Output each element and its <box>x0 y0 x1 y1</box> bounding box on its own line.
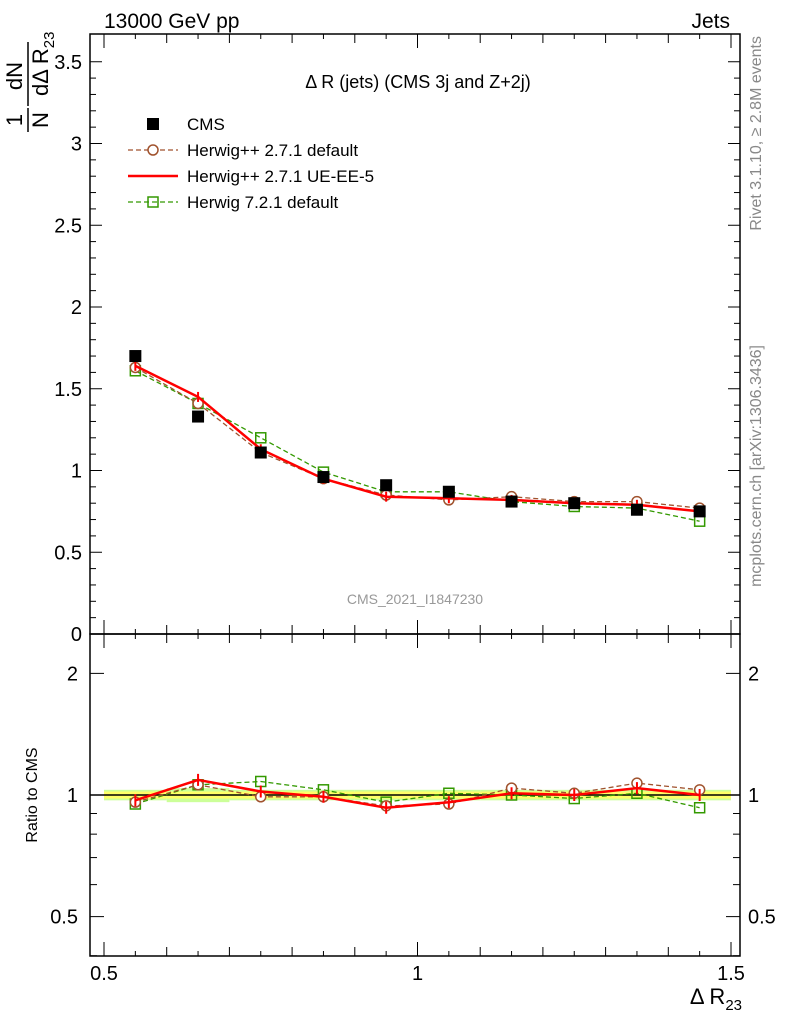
ratio-y-tick-label-right: 1 <box>748 785 759 807</box>
legend-label: Herwig++ 2.7.1 UE-EE-5 <box>187 167 374 186</box>
x-tick-label: 1.5 <box>717 963 745 985</box>
main-y-tick-labels: 0 0.5 1 1.5 2 2.5 3 3.5 <box>54 52 82 646</box>
ratio-series-line <box>135 778 700 809</box>
legend-marker-cms <box>147 118 159 130</box>
y-label-numerator-1: 1 <box>2 114 27 126</box>
ratio-series-line <box>135 780 700 809</box>
rivet-version-label: Rivet 3.1.10, ≥ 2.8M events <box>748 36 765 231</box>
ratio-y-tick-label-right: 0.5 <box>748 907 776 929</box>
y-label-numerator-dn: dN <box>2 62 27 90</box>
cms-data-point <box>630 503 643 516</box>
legend: CMS Herwig++ 2.7.1 default Herwig++ 2.7.1 … <box>128 115 374 212</box>
main-y-tick-label: 3.5 <box>54 52 82 74</box>
ratio-y-tick-label-left: 0.5 <box>50 907 78 929</box>
main-series <box>129 350 706 527</box>
cms-data-point <box>192 410 205 423</box>
ratio-y-tick-label-left: 1 <box>67 785 78 807</box>
main-y-tick-label: 0 <box>71 624 82 646</box>
ratio-y-tick-labels: 0.5 0.5 1 1 2 2 <box>50 663 776 928</box>
cms-data-point <box>442 485 455 498</box>
ratio-frame <box>89 633 741 957</box>
analysis-watermark: CMS_2021_I1847230 <box>347 591 483 607</box>
main-y-tick-label: 3 <box>71 134 82 156</box>
cms-data-point <box>505 495 518 508</box>
header-left: 13000 GeV pp <box>104 10 239 33</box>
main-panel: 0 0.5 1 1.5 2 2.5 3 3.5 CMS_2021_I1847230 Δ R (… <box>2 32 741 646</box>
cms-data-point <box>693 505 706 518</box>
cms-data-point <box>254 446 267 459</box>
cms-data-point <box>317 471 330 484</box>
x-tick-labels: 0.5 1 1.5 <box>90 963 745 985</box>
ratio-marker-square <box>693 801 706 814</box>
header-right: Jets <box>691 10 730 33</box>
series-line <box>135 370 700 522</box>
series-line <box>134 364 700 513</box>
main-y-axis-label: 1 N dN dΔ R23 <box>2 32 58 132</box>
x-axis-label: Δ R23 <box>690 984 742 1014</box>
herwig7-marker <box>693 515 706 527</box>
x-tick-label: 1 <box>412 963 423 985</box>
ratio-y-tick-label-right: 2 <box>748 663 759 685</box>
chart-title: Δ R (jets) (CMS 3j and Z+2j) <box>305 72 531 92</box>
main-y-tick-label: 0.5 <box>54 542 82 564</box>
legend-label: Herwig++ 2.7.1 default <box>187 141 358 160</box>
cms-data-point <box>129 350 142 363</box>
main-axis-ticks <box>90 34 740 635</box>
ratio-panel: 0.5 0.5 1 1 2 2 0.5 1 1.5 Ratio to CMS Δ R23 <box>24 633 776 1014</box>
series-line <box>135 366 700 509</box>
ratio-y-tick-label-left: 2 <box>67 663 78 685</box>
y-label-denominator-n: N <box>28 112 53 128</box>
legend-marker-circle <box>147 144 159 156</box>
cms-data-point <box>568 497 581 510</box>
mcplots-label: mcplots.cern.ch [arXiv:1306.3436] <box>748 345 765 587</box>
x-tick-label: 0.5 <box>90 963 118 985</box>
main-y-tick-label: 1 <box>71 461 82 483</box>
ratio-series-line <box>135 782 700 807</box>
ratio-y-axis-label: Ratio to CMS <box>24 747 41 842</box>
herwig7-marker <box>255 432 267 444</box>
cms-data-point <box>380 479 393 492</box>
ratio-series <box>129 773 706 814</box>
legend-label: CMS <box>187 115 225 134</box>
ratio-axis-ticks <box>90 634 740 957</box>
main-y-tick-label: 1.5 <box>54 379 82 401</box>
main-y-tick-label: 2.5 <box>54 215 82 237</box>
main-y-tick-label: 2 <box>71 297 82 319</box>
legend-marker-square <box>147 196 159 208</box>
legend-label: Herwig 7.2.1 default <box>187 193 338 212</box>
